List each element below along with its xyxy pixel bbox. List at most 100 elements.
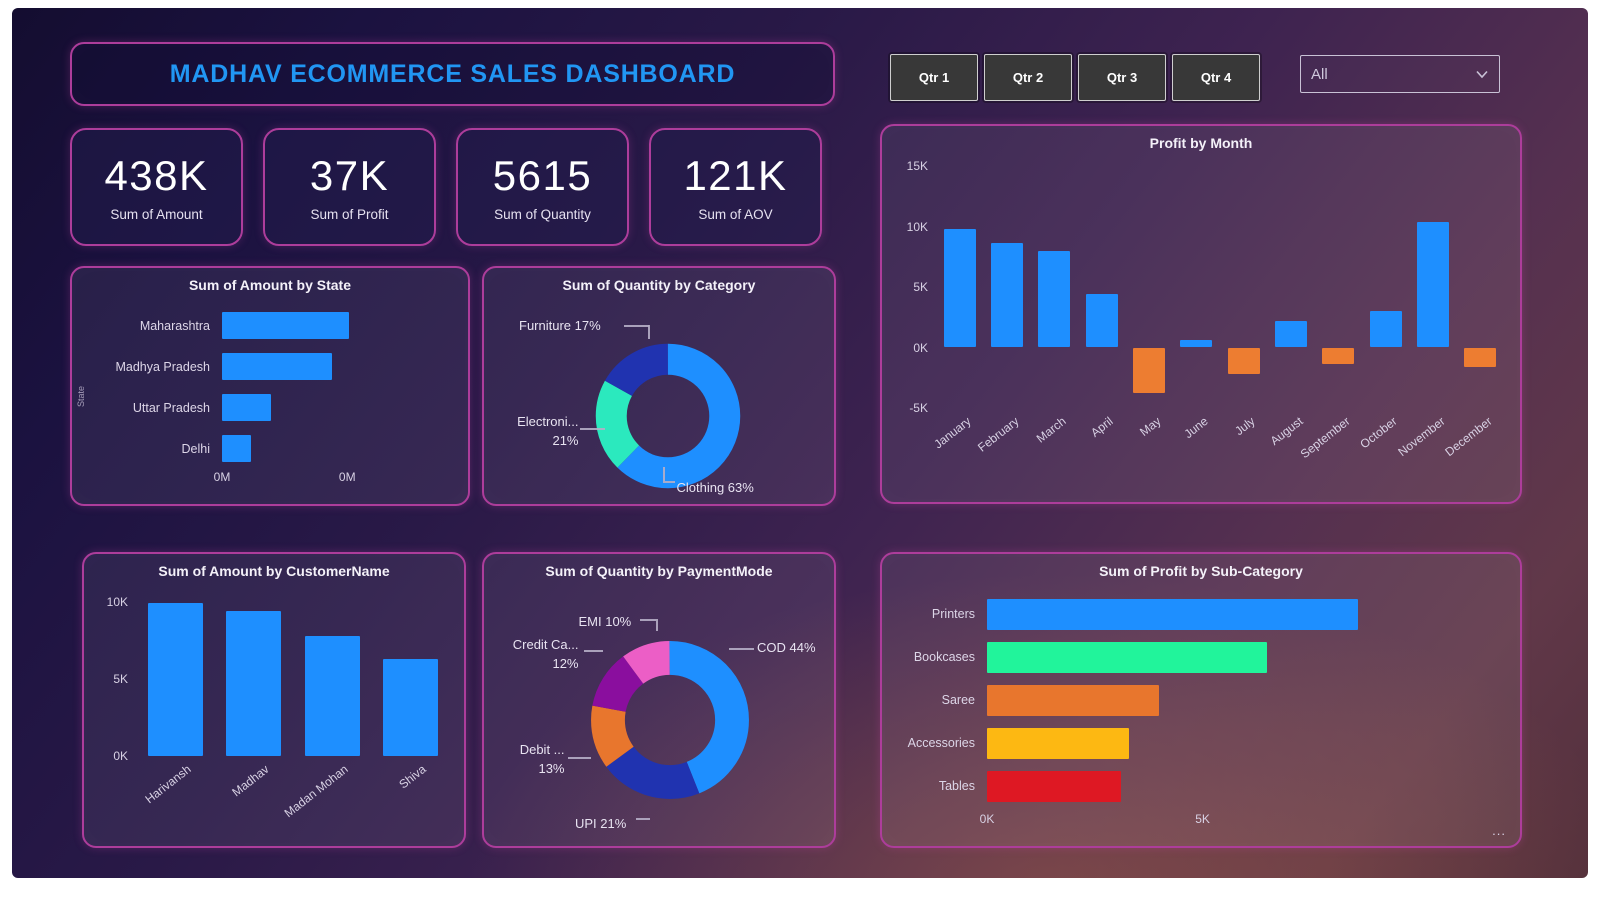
- bar-madhav[interactable]: [226, 610, 282, 756]
- x-axis-label-april: April: [1088, 414, 1116, 440]
- y-tick-label: 0K: [913, 340, 928, 355]
- plot-area: [936, 166, 1504, 408]
- bar-january[interactable]: [943, 228, 976, 348]
- x-tick-label: 0K: [979, 812, 995, 826]
- chart-amount-by-state: Maharashtra Madhya Pradesh Uttar Pradesh De…: [72, 298, 468, 504]
- y-axis: 15K 10K 5K 0K -5K: [890, 159, 936, 415]
- callout-line: [636, 818, 651, 821]
- bar-september[interactable]: [1322, 347, 1355, 365]
- bar-tables[interactable]: [987, 770, 1121, 802]
- category-label: Accessories: [907, 736, 975, 750]
- bar-shiva[interactable]: [383, 658, 439, 756]
- chart-panel-quantity-by-paymentmode: Sum of Quantity by PaymentMode COD 44% UP…: [482, 552, 836, 848]
- dashboard-title-panel: MADHAV ECOMMERCE SALES DASHBOARD: [70, 42, 835, 106]
- kpi-card-sum-of-aov: 121K Sum of AOV: [649, 128, 822, 246]
- chart-panel-amount-by-customername: Sum of Amount by CustomerName 10K 5K 0K Har…: [82, 552, 466, 848]
- donut-slice-debit-card[interactable]: [591, 641, 749, 799]
- bar-track: [222, 394, 438, 421]
- x-axis-labels: Harivansh Madhav Madan Mohan Shiva: [136, 756, 450, 842]
- x-axis-label-may: May: [1136, 414, 1164, 439]
- bar-printers[interactable]: [987, 598, 1358, 630]
- x-axis-label-madhav: Madhav: [229, 762, 272, 800]
- x-tick-label: 0M: [213, 470, 231, 484]
- y-tick-label: 10K: [106, 594, 128, 609]
- bar-november[interactable]: [1416, 221, 1450, 348]
- x-axis-ticks: 0K 5K: [980, 812, 1390, 832]
- bar-harivansh[interactable]: [147, 603, 203, 756]
- bar-row-bookcases: Bookcases: [882, 641, 1390, 673]
- chart-title: Profit by Month: [1149, 135, 1253, 151]
- donut-slice-emi[interactable]: [591, 641, 749, 799]
- bar-track: [987, 641, 1390, 673]
- kpi-label: Sum of Quantity: [494, 207, 591, 222]
- donut-callout-credit-card: Credit Ca... 12%: [512, 637, 579, 672]
- category-label: Tables: [938, 779, 975, 793]
- bar-row-tables: Tables: [882, 770, 1390, 802]
- bar-october[interactable]: [1369, 311, 1402, 348]
- bar-track: [222, 435, 438, 462]
- chart-panel-profit-by-month: Profit by Month 15K 10K 5K 0K -5K January Febr…: [880, 124, 1522, 504]
- bar-track: [987, 727, 1390, 759]
- donut-slice-upi[interactable]: [591, 641, 749, 799]
- donut-callout-furniture: Furniture 17%: [519, 317, 601, 333]
- kpi-value: 37K: [309, 152, 390, 199]
- y-tick-label: 0K: [113, 749, 128, 763]
- bar-madhya-pradesh[interactable]: [222, 353, 333, 380]
- bar-bookcases[interactable]: [987, 641, 1268, 673]
- category-label: Madhya Pradesh: [115, 359, 210, 374]
- bar-madan-mohan[interactable]: [304, 635, 360, 756]
- bar-uttar-pradesh[interactable]: [222, 394, 271, 421]
- bar-august[interactable]: [1274, 320, 1308, 348]
- x-tick-label: 0M: [338, 470, 356, 484]
- bar-saree[interactable]: [987, 684, 1160, 716]
- more-options-button[interactable]: ...: [1492, 823, 1506, 838]
- bar-december[interactable]: [1464, 347, 1497, 367]
- quarter-button-qtr-1[interactable]: Qtr 1: [890, 54, 978, 101]
- bar-delhi[interactable]: [222, 435, 251, 462]
- bar-row-uttar-pradesh: Uttar Pradesh: [72, 394, 438, 421]
- page-title: MADHAV ECOMMERCE SALES DASHBOARD: [169, 59, 736, 88]
- chart-quantity-by-category: Clothing 63% Electroni... 21% Furniture 17%: [484, 298, 834, 504]
- kpi-value: 5615: [492, 152, 593, 199]
- filter-dropdown[interactable]: All: [1300, 55, 1500, 93]
- donut-callout-clothing: Clothing 63%: [676, 480, 754, 496]
- bar-march[interactable]: [1038, 250, 1071, 348]
- quarter-button-qtr-3[interactable]: Qtr 3: [1078, 54, 1166, 101]
- bar-may[interactable]: [1132, 347, 1166, 394]
- bar-track: [222, 353, 438, 380]
- bar-june[interactable]: [1180, 340, 1213, 348]
- donut-chart: [591, 641, 749, 799]
- quarter-button-qtr-4[interactable]: Qtr 4: [1172, 54, 1260, 101]
- x-tick-label: 5K: [1195, 812, 1210, 826]
- bar-accessories[interactable]: [987, 727, 1130, 759]
- quarter-button-qtr-2[interactable]: Qtr 2: [984, 54, 1072, 101]
- donut-chart: [595, 343, 741, 489]
- bar-track: [222, 312, 438, 339]
- kpi-label: Sum of Amount: [110, 207, 203, 222]
- bar-february[interactable]: [990, 243, 1024, 348]
- donut-slice-furniture[interactable]: [595, 343, 741, 489]
- callout-line: [647, 324, 650, 340]
- bar-rows: Printers Bookcases Saree Accessories Tables: [882, 598, 1390, 802]
- bar-rows: Maharashtra Madhya Pradesh Uttar Pradesh De…: [72, 312, 438, 462]
- chart-amount-by-customername: 10K 5K 0K Harivansh Madhav Madan Mohan Shiva: [84, 584, 464, 846]
- kpi-label: Sum of Profit: [310, 207, 389, 222]
- callout-line: [655, 619, 658, 632]
- bar-april[interactable]: [1085, 294, 1118, 348]
- callout-line: [580, 427, 605, 430]
- kpi-card-sum-of-profit: 37K Sum of Profit: [263, 128, 436, 246]
- column-chart: 15K 10K 5K 0K -5K: [890, 159, 1504, 415]
- donut-slice-electronics[interactable]: [595, 343, 741, 489]
- callout-line: [583, 649, 603, 652]
- y-tick-label: -5K: [909, 401, 928, 415]
- callout-line: [568, 756, 591, 759]
- bar-row-maharashtra: Maharashtra: [72, 312, 438, 339]
- bar-july[interactable]: [1227, 347, 1260, 375]
- donut-callout-debit-card: Debit ... 13%: [519, 742, 565, 777]
- dashboard-background: MADHAV ECOMMERCE SALES DASHBOARD Qtr 1 Qt…: [12, 8, 1588, 878]
- x-axis-label-october: October: [1357, 414, 1400, 452]
- chart-profit-by-subcategory: Printers Bookcases Saree Accessories Tables 0…: [882, 584, 1520, 846]
- x-axis-labels: January February March April May June July Augu…: [932, 408, 1504, 478]
- x-axis-label-january: January: [931, 414, 974, 452]
- bar-maharashtra[interactable]: [222, 312, 350, 339]
